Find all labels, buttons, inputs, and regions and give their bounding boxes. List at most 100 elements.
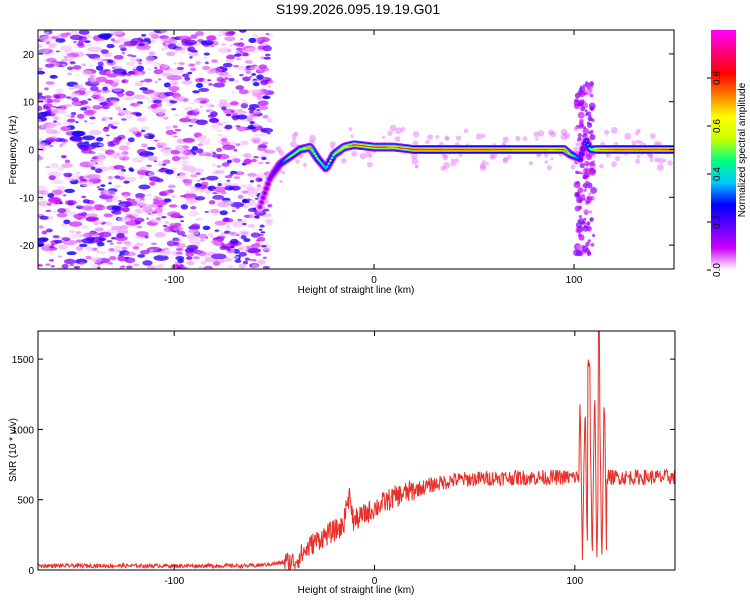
- spectrogram-noise-blob: [173, 238, 182, 242]
- spectrogram-ridge-cell: [377, 146, 380, 148]
- spectrogram-noise-blob: [163, 82, 171, 88]
- snr-series-line: [38, 331, 675, 570]
- spectrogram-noise-blob: [53, 120, 57, 123]
- spectrogram-noise-blob: [68, 221, 83, 227]
- spectrogram-noise-blob: [244, 257, 250, 261]
- spectrogram-ridge-cell: [404, 147, 407, 150]
- spectrogram-noise-blob: [163, 91, 175, 97]
- spectrogram-noise-blob: [111, 225, 123, 231]
- spectrogram-noise-blob: [90, 74, 95, 79]
- spectrogram-noise-blob: [52, 116, 60, 121]
- spectrogram-noise-blob: [226, 54, 236, 60]
- spectrogram-noise-blob: [64, 159, 70, 164]
- spectrogram-ridge-cell: [304, 147, 306, 150]
- spectrogram-ridge-cell: [612, 148, 615, 151]
- spectrogram-ridge-cell: [532, 148, 535, 151]
- spectrogram-ridge-cell: [281, 161, 284, 163]
- spectrogram-noise-blob: [261, 77, 266, 81]
- spectrogram-noise-blob: [187, 153, 196, 157]
- spectrogram-noise-blob: [199, 151, 212, 157]
- spectrogram-ridge-cell: [651, 148, 653, 151]
- spectrogram-ridge-cell: [288, 156, 290, 159]
- colorbar-tick-label: 0.2: [712, 215, 723, 229]
- spectrogram-noise-blob: [137, 71, 143, 76]
- spectrogram-noise-blob: [235, 85, 245, 90]
- spectrogram-noise-blob: [222, 121, 229, 124]
- spectrogram-ridge-cell: [465, 148, 468, 151]
- spectrogram-ridge-cell: [643, 148, 645, 151]
- spectrogram-noise-blob: [195, 31, 205, 37]
- spectrogram-noise-blob: [222, 182, 228, 187]
- spectrogram-noise-blob: [209, 235, 215, 239]
- spectrogram-noise-blob: [543, 153, 549, 158]
- spectrogram-noise-blob: [111, 210, 122, 215]
- spectrogram-noise-blob: [570, 164, 576, 170]
- spectrogram-noise-blob: [252, 122, 260, 128]
- spectrogram-spike-blob: [583, 208, 589, 215]
- spectrogram-noise-blob: [636, 154, 641, 159]
- spectrogram-noise-blob: [115, 106, 122, 111]
- spectrogram-noise-blob: [95, 65, 104, 71]
- spectrogram-ridge-cell: [265, 187, 268, 190]
- spectrogram-ridge-cell: [345, 145, 348, 148]
- spectrogram-noise-blob: [222, 144, 236, 151]
- spectrogram-noise-blob: [141, 33, 147, 37]
- spectrogram-noise-blob: [243, 101, 249, 104]
- spectrogram-noise-blob: [122, 80, 126, 83]
- spectrogram-noise-blob: [174, 145, 185, 151]
- spectrogram-ridge-cell: [484, 148, 487, 151]
- spectrogram-noise-blob: [136, 169, 151, 176]
- spectrogram-noise-blob: [62, 239, 77, 246]
- spectrogram-noise-blob: [260, 231, 266, 234]
- spectrogram-noise-blob: [256, 95, 263, 100]
- spectrogram-noise-blob: [123, 41, 138, 47]
- spectrogram-ridge-cell: [388, 146, 391, 148]
- spectrogram-noise-blob: [86, 43, 93, 47]
- spectrogram-noise-blob: [195, 82, 204, 88]
- spectrogram-ridge-cell: [552, 148, 554, 151]
- spectrogram-noise-blob: [186, 256, 193, 260]
- spectrogram-ridge-cell: [360, 144, 362, 147]
- spectrogram-noise-blob: [548, 129, 554, 136]
- spectrogram-noise-blob: [235, 125, 241, 128]
- spectrogram-y-tick-label: -10: [20, 193, 35, 204]
- spectrogram-noise-blob: [139, 175, 145, 180]
- spectrogram-spike-blob: [589, 93, 594, 98]
- spectrogram-noise-blob: [224, 175, 233, 179]
- spectrogram-noise-blob: [139, 87, 149, 91]
- spectrogram-ridge-cell: [430, 148, 433, 151]
- spectrogram-noise-blob: [611, 161, 617, 168]
- spectrogram-noise-blob: [275, 146, 282, 153]
- spectrogram-noise-blob: [230, 249, 235, 253]
- spectrogram-ridge-cell: [588, 147, 591, 150]
- spectrogram-noise-blob: [40, 35, 53, 42]
- spectrogram-noise-blob: [220, 43, 226, 47]
- spectrogram-ridge-cell: [524, 148, 527, 151]
- spectrogram-spike-blob: [578, 124, 584, 130]
- spectrogram-noise-blob: [63, 56, 74, 62]
- spectrogram-ridge-cell: [347, 145, 349, 147]
- spectrogram-noise-blob: [146, 217, 149, 220]
- snr-x-ticks: -100 0 100: [164, 331, 584, 587]
- spectrogram-noise-blob: [214, 229, 219, 232]
- spectrogram-ridge-cell: [380, 146, 383, 148]
- spectrogram-spike-blob: [582, 174, 587, 179]
- colorbar-tick-label: 0.8: [712, 71, 723, 85]
- spectrogram-noise-blob: [118, 199, 122, 203]
- spectrogram-noise-blob: [125, 90, 135, 97]
- spectrogram-noise-blob: [265, 32, 270, 35]
- spectrogram-noise-blob: [57, 208, 67, 214]
- spectrogram-ridge-cell: [448, 148, 450, 151]
- spectrogram-ridge-cell: [353, 143, 356, 146]
- spectrogram-noise-blob: [93, 257, 103, 263]
- spectrogram-noise-blob: [190, 174, 198, 178]
- spectrogram-noise-blob: [59, 144, 64, 147]
- spectrogram-ridge-cell: [339, 149, 341, 151]
- spectrogram-noise-blob: [177, 173, 180, 176]
- spectrogram-noise-blob: [455, 135, 462, 141]
- spectrogram-noise-blob: [330, 145, 334, 149]
- spectrogram-ridge-cell: [438, 148, 441, 151]
- spectrogram-noise-blob: [252, 138, 261, 145]
- spectrogram-spike-blob: [578, 215, 583, 219]
- spectrogram-noise-blob: [199, 100, 208, 104]
